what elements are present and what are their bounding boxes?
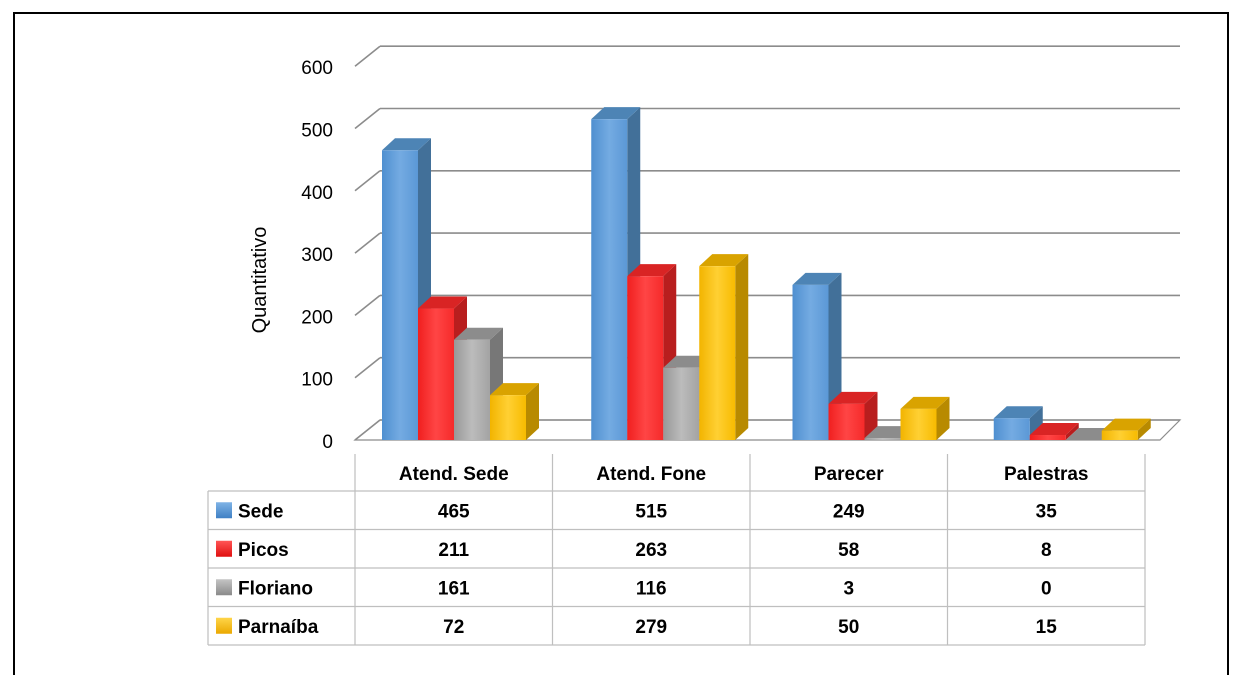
- bar-front: [864, 438, 901, 440]
- bar-side: [864, 391, 878, 440]
- bar-side: [1029, 406, 1043, 440]
- data-label: 35: [1036, 501, 1058, 522]
- bar-front: [382, 150, 418, 440]
- data-label: 249: [833, 501, 865, 522]
- bar-top: [627, 264, 677, 277]
- bar-front: [663, 367, 700, 440]
- data-label: 465: [438, 501, 470, 522]
- bar-top: [490, 383, 539, 396]
- y-tick-label: 0: [322, 432, 333, 453]
- bar-front: [454, 339, 490, 440]
- bar-side: [735, 254, 749, 440]
- data-table: Atend. Sede Atend. Fone Parecer Palestras Se…: [207, 454, 1146, 646]
- bar-top: [993, 406, 1043, 419]
- legend-swatch: [216, 579, 232, 596]
- gridline-depth: [354, 170, 381, 192]
- y-tick-label: 300: [301, 245, 333, 266]
- bar-front: [1101, 430, 1138, 440]
- bar-front: [900, 408, 937, 440]
- bar-front: [591, 119, 628, 440]
- gridline-depth: [354, 294, 381, 317]
- bar-top: [1029, 423, 1079, 436]
- gridline-depth: [354, 357, 381, 379]
- bar-sede-3: [993, 406, 1043, 440]
- bar-parnaba-3: [1101, 418, 1151, 440]
- y-tick-label: 200: [301, 307, 333, 328]
- gridline-depth: [354, 107, 381, 130]
- bar-front: [699, 266, 736, 440]
- bar-front: [627, 276, 664, 440]
- chart-frame: [13, 12, 1229, 675]
- y-axis: Quantitativo 0 100 200 300 400 500 600: [249, 58, 333, 453]
- bar-top: [454, 327, 503, 340]
- bar-side: [936, 396, 950, 440]
- series-label: Parnaíba: [238, 617, 319, 638]
- bar-top: [418, 296, 467, 309]
- gridline-depth: [354, 232, 381, 254]
- bar-top: [699, 254, 749, 267]
- bar-front: [993, 418, 1030, 440]
- bars-layer: [382, 107, 1151, 440]
- gridline-depth: [354, 45, 381, 67]
- bar-front: [1029, 435, 1066, 440]
- y-tick-label: 400: [301, 183, 333, 204]
- data-label: 8: [1041, 540, 1052, 561]
- category-label: Atend. Fone: [596, 464, 706, 485]
- data-label: 116: [636, 578, 667, 599]
- bar-top: [792, 272, 842, 285]
- data-label: 50: [838, 617, 859, 638]
- bar-picos-2: [828, 391, 878, 440]
- y-tick-label: 100: [301, 370, 333, 391]
- category-label: Palestras: [1004, 464, 1089, 485]
- bar-top: [900, 396, 950, 409]
- data-label: 3: [843, 578, 854, 599]
- bar-side: [1137, 418, 1151, 440]
- y-tick-label: 600: [301, 58, 333, 79]
- data-label: 515: [635, 501, 667, 522]
- bar-front: [828, 403, 865, 440]
- bar-side: [1065, 423, 1079, 440]
- bar-picos-3: [1029, 423, 1079, 440]
- data-label: 58: [838, 540, 859, 561]
- y-tick-label: 500: [301, 121, 333, 142]
- bar-top: [1101, 418, 1151, 431]
- bar-front: [418, 308, 454, 440]
- data-label: 72: [443, 617, 464, 638]
- bar-parnaba-0: [490, 383, 539, 440]
- bar-side: [526, 383, 539, 440]
- category-label: Parecer: [814, 464, 884, 485]
- data-label: 15: [1036, 617, 1058, 638]
- y-axis-label: Quantitativo: [249, 227, 271, 334]
- bar-top: [828, 391, 878, 404]
- legend-swatch: [216, 617, 232, 634]
- bar-parnaba-2: [900, 396, 950, 440]
- series-label: Picos: [238, 540, 289, 561]
- bar-parnaba-1: [699, 254, 749, 440]
- legend-swatch: [216, 540, 232, 557]
- data-label: 211: [438, 540, 469, 561]
- bar-front: [490, 395, 526, 440]
- series-label: Floriano: [238, 578, 313, 599]
- data-label: 263: [635, 540, 667, 561]
- data-label: 279: [635, 617, 667, 638]
- bar-front: [792, 284, 829, 440]
- legend-swatch: [216, 502, 232, 519]
- data-label: 0: [1041, 578, 1052, 599]
- bar-top: [382, 138, 431, 151]
- category-label: Atend. Sede: [399, 464, 509, 485]
- bar-top: [591, 107, 641, 120]
- data-label: 161: [438, 578, 470, 599]
- series-label: Sede: [238, 501, 283, 522]
